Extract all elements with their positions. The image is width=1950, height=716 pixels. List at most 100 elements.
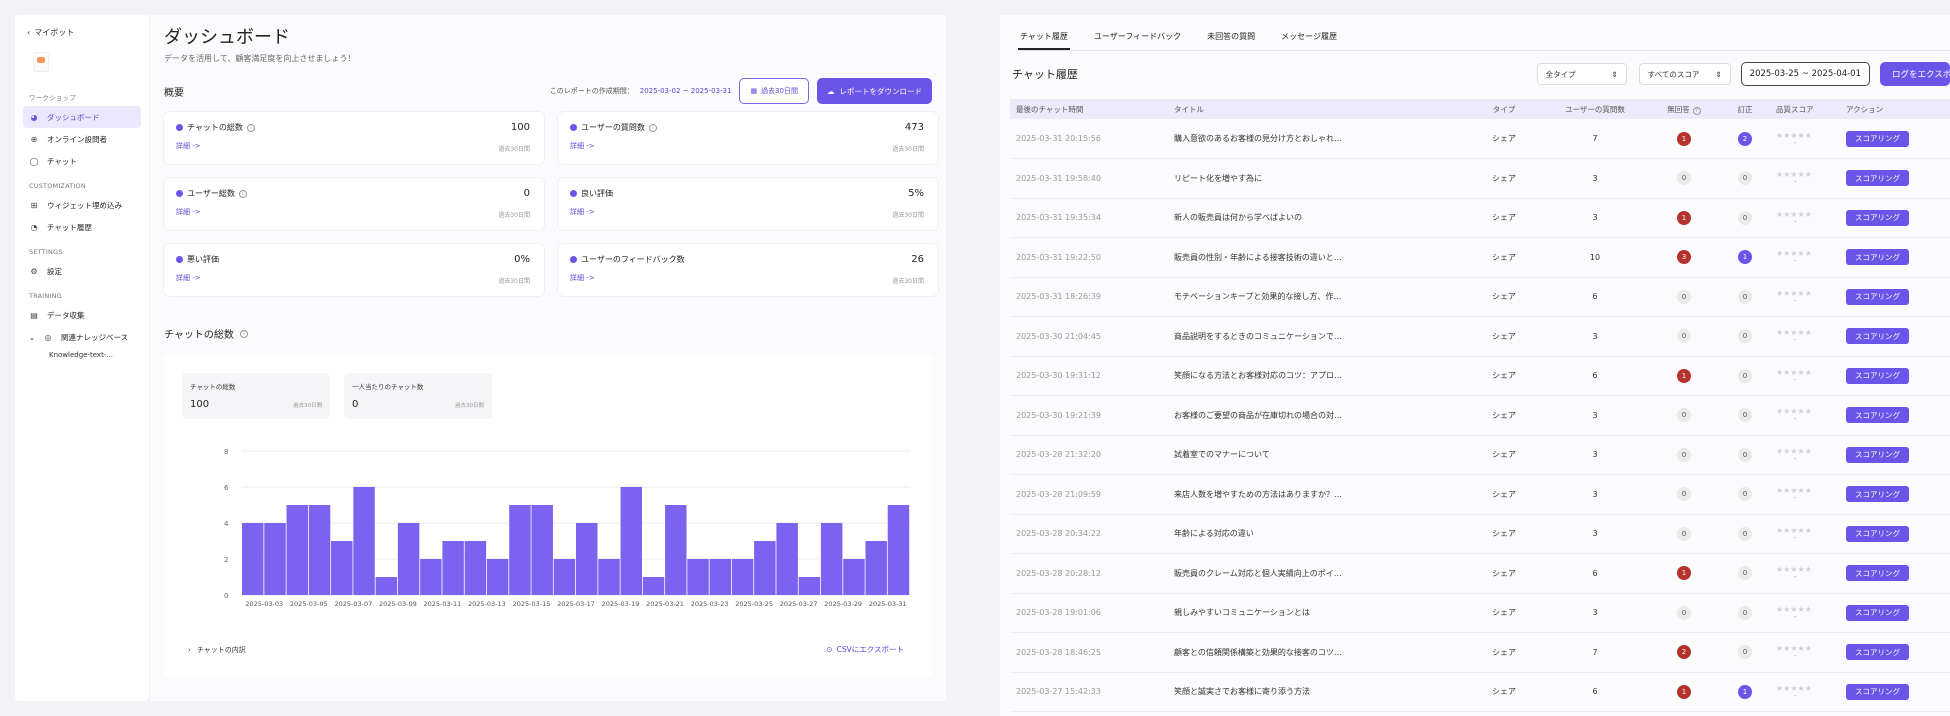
metric-detail-link[interactable]: 詳細 -> — [176, 274, 201, 282]
date-range-picker[interactable]: 2025-03-25 ~ 2025-04-01 — [1740, 62, 1870, 86]
chart-bar[interactable] — [687, 559, 709, 595]
table-row[interactable]: 2025-03-28 18:46:25 顧客との信頼関係構築と効果的な接客のコツ…… — [1010, 632, 1950, 673]
sidebar-item[interactable]: ◔ チャット履歴 — [23, 216, 141, 238]
stat-label: チャットの総数 — [190, 383, 236, 391]
score-select[interactable]: すべてのスコア ⇕ — [1638, 63, 1731, 85]
scoring-button[interactable]: スコアリング — [1846, 328, 1909, 345]
sidebar-item[interactable]: ⊞ ウィジェット埋め込み — [23, 194, 141, 216]
export-log-button[interactable]: ログをエクスポート — [1880, 62, 1950, 86]
chart-bar[interactable] — [286, 505, 308, 595]
sidebar-item[interactable]: ◕ ダッシュボード — [23, 106, 141, 128]
chart-bar[interactable] — [754, 541, 776, 595]
scoring-button[interactable]: スコアリング — [1846, 644, 1909, 661]
chart-bar[interactable] — [264, 523, 286, 595]
chart-bar[interactable] — [598, 559, 620, 595]
scoring-button[interactable]: スコアリング — [1846, 407, 1909, 424]
chart-bar[interactable] — [464, 541, 487, 595]
chart-bar[interactable] — [553, 559, 576, 595]
chart-bar[interactable] — [843, 559, 865, 595]
csv-export-link[interactable]: ⊙ CSVにエクスポート — [826, 644, 904, 655]
table-row[interactable]: 2025-03-28 20:28:12 販売員のクレーム対応と個人実績向上のポイ…… — [1010, 553, 1950, 594]
scoring-button[interactable]: スコアリング — [1846, 130, 1909, 147]
chart-bar[interactable] — [576, 523, 598, 595]
history-tab[interactable]: 未回答の質問 — [1207, 32, 1256, 41]
chart-bar[interactable] — [420, 559, 442, 595]
scoring-button[interactable]: スコアリング — [1846, 525, 1909, 542]
download-report-button[interactable]: ☁ レポートをダウンロード — [817, 78, 932, 104]
bot-avatar — [33, 52, 49, 72]
sidebar-item[interactable]: ▤ データ収集 — [23, 304, 141, 326]
table-row[interactable]: 2025-03-28 21:32:20 試着室でのマナーについて シェア 3 0 0 ★★★… — [1010, 435, 1950, 475]
chart-bar[interactable] — [509, 505, 531, 595]
metric-detail-link[interactable]: 詳細 -> — [176, 142, 201, 150]
sidebar-item[interactable]: ◯ チャット — [23, 150, 141, 172]
scoring-button[interactable]: スコアリング — [1846, 249, 1909, 266]
table-row[interactable]: 2025-03-31 20:15:56 購入意欲のあるお客様の見分け方とおしゃれ…… — [1010, 119, 1950, 159]
info-icon[interactable]: i — [238, 189, 247, 198]
table-row[interactable]: 2025-03-28 20:34:22 年齢による対応の違い シェア 3 0 0 ★★★★★… — [1010, 514, 1950, 554]
metric-detail-link[interactable]: 詳細 -> — [570, 274, 595, 282]
metric-card: ユーザーの質問数 i 詳細 -> 473 過去30日間 — [558, 112, 938, 164]
table-row[interactable]: 2025-03-30 21:04:45 商品説明をするときのコミュニケーションで…… — [1010, 316, 1950, 357]
table-row[interactable]: 2025-03-31 19:58:40 リピート化を増やす為に シェア 3 0 0 ★★★★… — [1010, 158, 1950, 199]
chart-bar[interactable] — [642, 577, 665, 595]
chart-bar[interactable] — [820, 523, 843, 595]
chart-bar[interactable] — [798, 577, 821, 595]
table-row[interactable]: 2025-03-30 19:21:39 お客様のご要望の商品が在庫切れの場合の対…… — [1010, 395, 1950, 436]
table-row[interactable]: 2025-03-30 19:31:12 笑顔になる方法とお客様対応のコツ：アプロ…… — [1010, 356, 1950, 396]
info-icon[interactable]: i — [648, 123, 657, 132]
scoring-button[interactable]: スコアリング — [1846, 486, 1909, 503]
info-icon[interactable]: i — [239, 329, 248, 338]
chart-bar[interactable] — [776, 523, 798, 595]
sidebar-item[interactable]: ⚙ 設定 — [23, 260, 141, 282]
table-row[interactable]: 2025-03-28 19:01:06 親しみやすいコミュニケーションとは シェア 3… — [1010, 593, 1950, 633]
scoring-button[interactable]: スコアリング — [1846, 604, 1909, 621]
scoring-button[interactable]: スコアリング — [1846, 209, 1909, 226]
scoring-button[interactable]: スコアリング — [1846, 683, 1909, 700]
chart-bar[interactable] — [709, 559, 732, 595]
metric-detail-link[interactable]: 詳細 -> — [176, 208, 201, 216]
chart-bar[interactable] — [353, 487, 375, 595]
chart-bar[interactable] — [375, 577, 398, 595]
chart-bar[interactable] — [486, 559, 509, 595]
history-tab[interactable]: ユーザーフィードバック — [1093, 32, 1182, 41]
quality-score-cell: ★★★★★ - — [1770, 277, 1840, 317]
metric-detail-link[interactable]: 詳細 -> — [570, 208, 595, 216]
sidebar-subitem-knowledge[interactable]: Knowledge-text-... — [49, 351, 114, 359]
help-icon[interactable]: ? — [1692, 106, 1701, 115]
table-row[interactable]: 2025-03-31 19:22:50 販売員の性別・年齢による接客技術の違いと…… — [1010, 237, 1950, 278]
history-tab[interactable]: チャット履歴 — [1018, 27, 1070, 50]
chart-bar[interactable] — [331, 541, 353, 595]
back-link[interactable]: ‹ マイボット — [23, 25, 141, 40]
info-icon[interactable]: i — [246, 123, 255, 132]
chart-bar[interactable] — [665, 505, 687, 595]
chat-breakdown-toggle[interactable]: › チャットの内訳 — [188, 645, 246, 655]
scoring-button[interactable]: スコアリング — [1846, 446, 1909, 463]
chart-bar[interactable] — [887, 505, 910, 595]
type-select[interactable]: 全タイプ ⇕ — [1536, 63, 1627, 85]
period-button[interactable]: ▦ 過去30日間 — [739, 78, 809, 104]
scoring-button[interactable]: スコアリング — [1846, 367, 1909, 384]
chart-bar[interactable] — [442, 541, 464, 595]
history-tab[interactable]: メッセージ履歴 — [1281, 32, 1337, 41]
metric-detail-link[interactable]: 詳細 -> — [570, 142, 595, 150]
scoring-button[interactable]: スコアリング — [1846, 565, 1909, 582]
chart-bar[interactable] — [397, 523, 420, 595]
table-row[interactable]: 2025-03-27 15:42:33 笑顔と誠実さでお客様に寄り添う方法 シェア 6… — [1010, 672, 1950, 712]
table-row[interactable]: 2025-03-31 18:26:39 モチベーションキープと効果的な接し方、作…… — [1010, 277, 1950, 317]
chevron-down-icon[interactable]: ⌄ — [28, 332, 36, 342]
scoring-button[interactable]: スコアリング — [1846, 288, 1909, 305]
chart-bar[interactable] — [620, 487, 642, 595]
chart-bar[interactable] — [242, 523, 264, 595]
scoring-button[interactable]: スコアリング — [1846, 170, 1909, 187]
chart-section-header: チャットの総数 i — [164, 326, 932, 341]
sidebar-item[interactable]: ⌄ ◎ 関連ナレッジベース — [23, 326, 141, 348]
chart-bar[interactable] — [308, 505, 331, 595]
sidebar-item[interactable]: ⊕ オンライン設問者 — [23, 128, 141, 150]
chart-bar[interactable] — [731, 559, 754, 595]
chart-bar[interactable] — [531, 505, 553, 595]
table-row[interactable]: 2025-03-28 21:09:59 来店人数を増やすための方法はありますか？…… — [1010, 474, 1950, 515]
chat-type: シェア — [1466, 119, 1542, 159]
chart-bar[interactable] — [865, 541, 887, 595]
table-row[interactable]: 2025-03-31 19:35:34 新人の販売員は何から学べばよいの シェア 3 1… — [1010, 198, 1950, 238]
